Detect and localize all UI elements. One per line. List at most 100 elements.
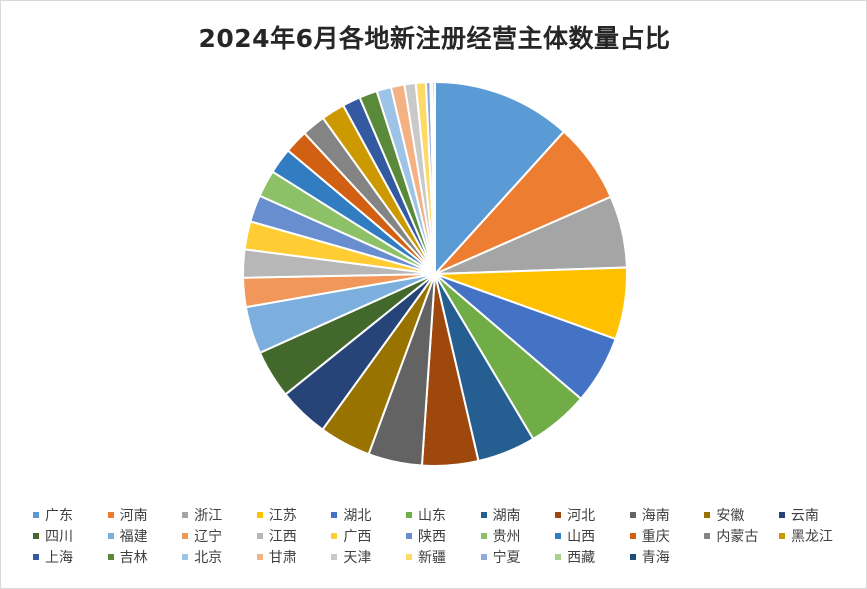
legend-label: 北京 [194, 550, 223, 566]
legend-label: 四川 [45, 529, 73, 545]
legend-swatch [107, 554, 114, 560]
legend-item: 宁夏 [474, 548, 549, 569]
legend-swatch [480, 533, 487, 539]
legend-swatch [405, 512, 412, 518]
legend-swatch [405, 554, 412, 560]
legend-item: 海南 [623, 506, 698, 527]
legend-item: 吉林 [101, 548, 176, 569]
legend-item: 重庆 [623, 527, 698, 548]
legend-item: 上海 [26, 548, 101, 569]
legend-label: 贵州 [492, 529, 521, 545]
legend-label: 江苏 [268, 508, 297, 524]
legend-item: 天津 [324, 548, 399, 569]
legend-item: 黑龙江 [772, 527, 847, 548]
legend-item: 四川 [26, 527, 101, 548]
legend-swatch [256, 554, 263, 560]
legend-item: 湖北 [324, 506, 399, 527]
legend-item: 陕西 [399, 527, 474, 548]
legend-swatch [33, 512, 39, 518]
legend-label: 河北 [567, 508, 596, 524]
legend-row: 上海 吉林 北京 甘肃 天津 新疆 宁夏 西藏 青海 [26, 548, 856, 569]
legend-swatch [331, 533, 338, 539]
legend-swatch [778, 533, 785, 539]
legend-swatch [629, 533, 636, 539]
legend-item: 北京 [175, 548, 250, 569]
legend-label: 浙江 [194, 508, 223, 524]
legend-swatch [405, 533, 412, 539]
legend-item: 云南 [772, 506, 847, 527]
legend-label: 天津 [343, 550, 372, 566]
legend-label: 宁夏 [492, 550, 521, 566]
legend-item: 福建 [101, 527, 176, 548]
legend-label: 广西 [343, 529, 372, 545]
legend-swatch [480, 554, 487, 560]
legend-swatch [182, 512, 189, 518]
legend-swatch [331, 512, 338, 518]
legend-swatch [704, 512, 711, 518]
legend-label: 青海 [641, 550, 670, 566]
legend-label: 重庆 [641, 529, 670, 545]
legend-item: 广西 [324, 527, 399, 548]
pie-slice-青海 [431, 80, 436, 275]
legend-item: 江苏 [250, 506, 325, 527]
legend-swatch [480, 512, 487, 518]
legend-item: 甘肃 [250, 548, 325, 569]
legend-label: 云南 [790, 508, 819, 524]
legend-label: 陕西 [417, 529, 446, 545]
legend-swatch [629, 512, 636, 518]
legend-label: 安徽 [716, 508, 745, 524]
legend-swatch [778, 512, 785, 518]
legend: 广东 河南 浙江 江苏 湖北 山东 湖南 河北 海南 安徽 云南四川 福建 辽宁 江西 广西 陕西 贵州 山西 重庆… [26, 506, 856, 569]
legend-swatch [331, 554, 338, 560]
legend-item: 湖南 [474, 506, 549, 527]
legend-label: 黑龙江 [790, 529, 833, 545]
legend-label: 海南 [641, 508, 670, 524]
legend-swatch [555, 512, 562, 518]
legend-item: 山西 [548, 527, 623, 548]
legend-label: 广东 [45, 508, 73, 524]
legend-item: 西藏 [548, 548, 623, 569]
legend-label: 河南 [119, 508, 148, 524]
legend-item: 河南 [101, 506, 176, 527]
pie-slice-广东 [434, 80, 566, 277]
pie-chart [242, 80, 628, 467]
legend-label: 湖北 [343, 508, 372, 524]
legend-swatch [555, 533, 562, 539]
legend-item: 安徽 [697, 506, 772, 527]
legend-label: 山西 [567, 529, 596, 545]
legend-label: 内蒙古 [716, 529, 759, 545]
legend-swatch [256, 512, 263, 518]
legend-item: 浙江 [175, 506, 250, 527]
legend-label: 上海 [45, 550, 73, 566]
legend-item: 山东 [399, 506, 474, 527]
legend-row: 广东 河南 浙江 江苏 湖北 山东 湖南 河北 海南 安徽 云南 [26, 506, 856, 527]
legend-label: 福建 [119, 529, 148, 545]
legend-item: 河北 [548, 506, 623, 527]
legend-row: 四川 福建 辽宁 江西 广西 陕西 贵州 山西 重庆 内蒙古 黑龙江 [26, 527, 856, 548]
legend-label: 湖南 [492, 508, 521, 524]
legend-swatch [704, 533, 711, 539]
legend-item: 新疆 [399, 548, 474, 569]
legend-item: 内蒙古 [697, 527, 772, 548]
legend-swatch [107, 533, 114, 539]
legend-swatch [182, 533, 189, 539]
legend-swatch [33, 533, 39, 539]
legend-label: 甘肃 [268, 550, 297, 566]
legend-item: 江西 [250, 527, 325, 548]
legend-item: 广东 [26, 506, 101, 527]
legend-swatch [107, 512, 114, 518]
legend-item: 贵州 [474, 527, 549, 548]
legend-label: 吉林 [119, 550, 148, 566]
legend-swatch [256, 533, 263, 539]
legend-label: 山东 [417, 508, 446, 524]
legend-swatch [33, 554, 39, 560]
legend-item: 辽宁 [175, 527, 250, 548]
legend-label: 江西 [268, 529, 297, 545]
chart-title: 2024年6月各地新注册经营主体数量占比 [198, 24, 671, 53]
legend-swatch [182, 554, 189, 560]
legend-label: 新疆 [417, 550, 446, 566]
legend-swatch [629, 554, 636, 560]
legend-item: 青海 [623, 548, 698, 569]
legend-label: 辽宁 [194, 529, 223, 545]
